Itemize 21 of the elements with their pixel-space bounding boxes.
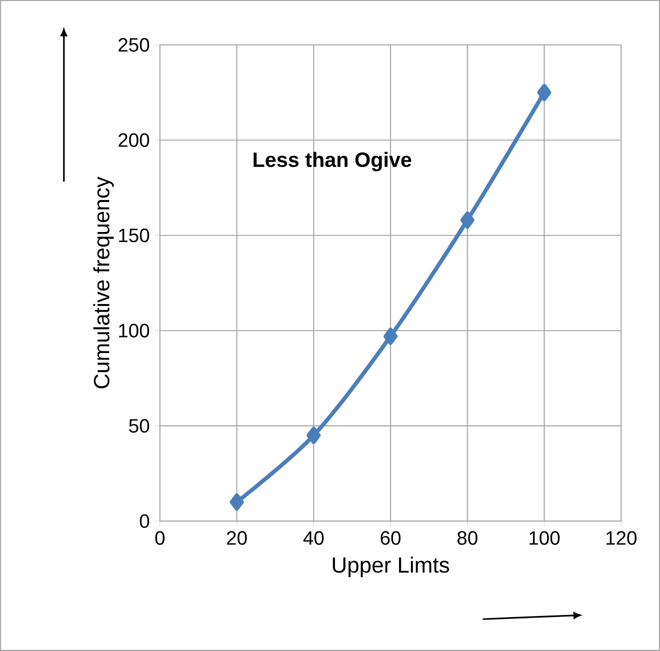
y-tick-label: 50 [129,418,150,433]
x-tick-label: 0 [155,531,165,545]
point [460,211,474,229]
y-tick-label: 250 [118,38,150,52]
point [384,328,398,345]
point [537,84,552,102]
x-tick-label: 60 [380,531,401,545]
y-tick-label: 150 [119,228,150,242]
annotation: Less than Ogive [254,152,412,172]
y-tick-label: 200 [118,133,150,147]
x-tick-label: 120 [606,531,636,545]
x-axis-title: Upper Limts [332,556,450,578]
x-tick-label: 80 [457,531,478,545]
y-tick-label: 100 [119,324,150,338]
y-tick-label: 0 [140,514,150,528]
x-tick-label: 100 [530,531,560,545]
y-axis-title: Cumulative frequency [93,176,114,388]
x-tick-label: 40 [303,531,324,545]
x-tick-label: 20 [227,531,247,545]
point [306,426,321,444]
point [230,493,244,511]
